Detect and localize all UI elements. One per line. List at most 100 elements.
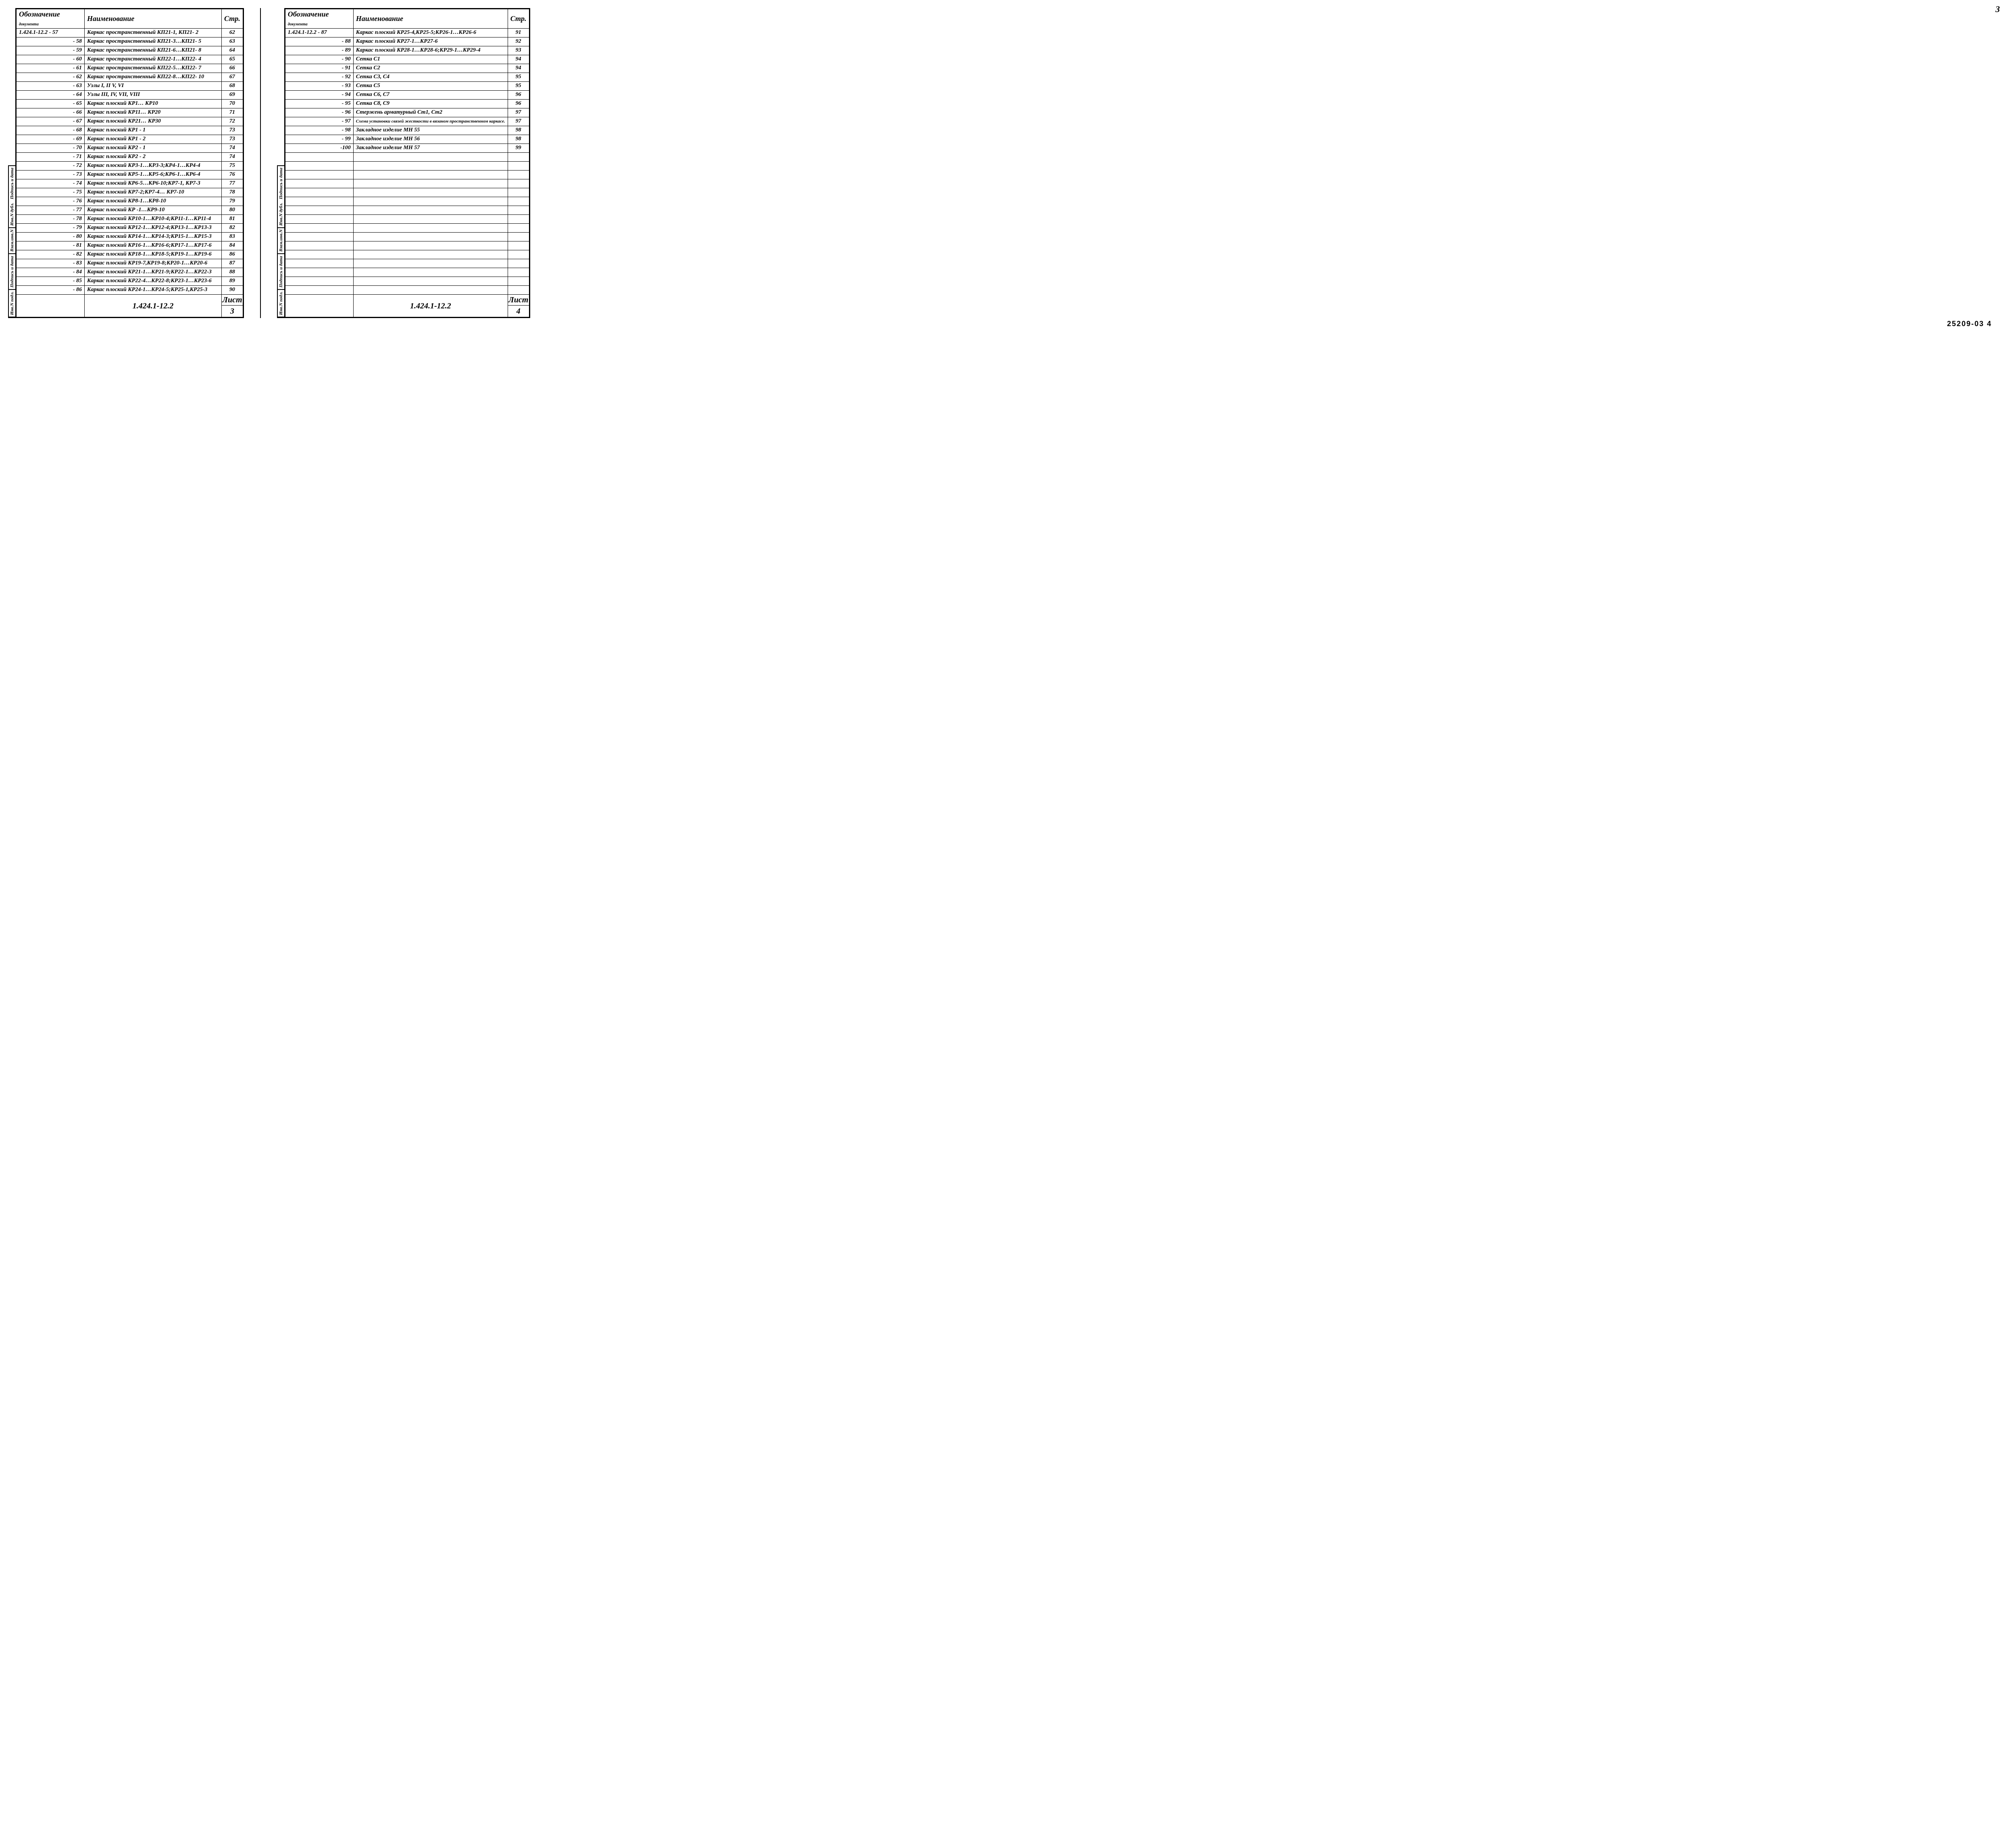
cell-page: 66 — [222, 64, 244, 73]
cell-designation: - 77 — [16, 206, 85, 215]
cell-name: Каркас плоский КР14-1…КР14-3;КР15-1…КР15… — [85, 233, 222, 241]
table-row-empty — [285, 233, 529, 241]
cell-designation: - 99 — [285, 135, 353, 144]
cell-designation: - 62 — [16, 73, 85, 82]
cell-page: 74 — [222, 144, 244, 153]
table-row-empty — [285, 215, 529, 224]
side-label: Инв.N подл. — [278, 290, 284, 317]
cell-designation: - 95 — [285, 100, 353, 108]
table-row: - 82Каркас плоский КР18-1…КР18-5;КР19-1…… — [16, 250, 244, 259]
table-row: - 72Каркас плоский КР3-1…КР3-3;КР4-1…КР4… — [16, 162, 244, 171]
cell-name: Закладное изделие МН 55 — [353, 126, 508, 135]
header-designation: Обозначение документа — [285, 9, 353, 29]
table-row: - 95Сетка С8, С996 — [285, 100, 529, 108]
cell-designation: - 90 — [285, 55, 353, 64]
table-row: - 86Каркас плоский КР24-1…КР24-5;КР25-1,… — [16, 286, 244, 295]
cell-name: Каркас плоский КР1 - 1 — [85, 126, 222, 135]
cell-name: Каркас плоский КР19-7,КР19-8;КР20-1…КР20… — [85, 259, 222, 268]
cell-name: Сетка С2 — [353, 64, 508, 73]
cell-name: Стержень арматурный Ст1, Ст2 — [353, 108, 508, 117]
cell-name: Каркас плоский КР8-1…КР8-10 — [85, 197, 222, 206]
cell-designation: - 70 — [16, 144, 85, 153]
cell-name: Каркас пространственный КП22-5…КП22- 7 — [85, 64, 222, 73]
table-row: - 61Каркас пространственный КП22-5…КП22-… — [16, 64, 244, 73]
cell-page: 67 — [222, 73, 244, 82]
cell-designation: - 71 — [16, 153, 85, 162]
cell-name: Каркас плоский КР1 - 2 — [85, 135, 222, 144]
table-row: - 65Каркас плоский КР1… КР1070 — [16, 100, 244, 108]
footer-blank — [285, 295, 353, 318]
table-row: - 63Узлы I, II V, VI68 — [16, 82, 244, 91]
side-label: Подпись и дата — [9, 254, 15, 290]
footer-blank — [16, 295, 85, 318]
cell-page: 84 — [222, 241, 244, 250]
table-row: - 94Сетка С6, С796 — [285, 91, 529, 100]
table-row: - 68Каркас плоский КР1 - 173 — [16, 126, 244, 135]
cell-page: 80 — [222, 206, 244, 215]
cell-name: Сетка С5 — [353, 82, 508, 91]
cell-page: 73 — [222, 135, 244, 144]
table-row: - 59Каркас пространственный КП21-6…КП21-… — [16, 46, 244, 55]
table-row-empty — [285, 153, 529, 162]
cell-page: 79 — [222, 197, 244, 206]
cell-name: Каркас плоский КР2 - 2 — [85, 153, 222, 162]
cell-page: 62 — [222, 29, 244, 37]
cell-name: Закладное изделие МН 56 — [353, 135, 508, 144]
table-row: - 67Каркас плоский КР21… КР3072 — [16, 117, 244, 126]
cell-name: Каркас пространственный КП22-8…КП22- 10 — [85, 73, 222, 82]
table-row-empty — [285, 162, 529, 171]
cell-designation: - 72 — [16, 162, 85, 171]
table-row-empty — [285, 277, 529, 286]
table-row-empty — [285, 188, 529, 197]
table-row: 1.424.1-12.2 - 57Каркас пространственный… — [16, 29, 244, 37]
cell-designation: - 64 — [16, 91, 85, 100]
table-row: - 90Сетка С194 — [285, 55, 529, 64]
cell-page: 82 — [222, 224, 244, 233]
table-row: - 75Каркас плоский КР7-2;КР7-4… КР7-1078 — [16, 188, 244, 197]
table-row: - 76Каркас плоский КР8-1…КР8-1079 — [16, 197, 244, 206]
side-label: Подпись и дата — [9, 166, 15, 201]
cell-page: 86 — [222, 250, 244, 259]
cell-page: 77 — [222, 179, 244, 188]
left-table: Обозначение документа Наименование Стр. … — [15, 8, 244, 318]
cell-designation: -100 — [285, 144, 353, 153]
cell-designation: 1.424.1-12.2 - 87 — [285, 29, 353, 37]
table-row: - 96Стержень арматурный Ст1, Ст297 — [285, 108, 529, 117]
header-name: Наименование — [353, 9, 508, 29]
side-label: Инв.N дубл. — [9, 201, 15, 228]
cell-name: Каркас плоский КР7-2;КР7-4… КР7-10 — [85, 188, 222, 197]
cell-page: 98 — [508, 135, 529, 144]
cell-designation: - 89 — [285, 46, 353, 55]
table-row: - 58Каркас пространственный КП21-3…КП21-… — [16, 37, 244, 46]
cell-name: Каркас пространственный КП21-3…КП21- 5 — [85, 37, 222, 46]
footer-title: 1.424.1-12.2 — [85, 295, 222, 318]
cell-designation: - 74 — [16, 179, 85, 188]
cell-name: Сетка С3, С4 — [353, 73, 508, 82]
cell-page: 91 — [508, 29, 529, 37]
cell-designation: - 88 — [285, 37, 353, 46]
cell-page: 99 — [508, 144, 529, 153]
cell-page: 94 — [508, 55, 529, 64]
table-row: - 60Каркас пространственный КП22-1…КП22-… — [16, 55, 244, 64]
table-row: - 98Закладное изделие МН 5598 — [285, 126, 529, 135]
cell-designation: - 98 — [285, 126, 353, 135]
cell-page: 92 — [508, 37, 529, 46]
cell-name: Каркас плоский КР5-1…КР5-6;КР6-1…КР6-4 — [85, 171, 222, 179]
cell-designation: - 81 — [16, 241, 85, 250]
table-row-empty — [285, 259, 529, 268]
cell-page: 90 — [222, 286, 244, 295]
cell-page: 64 — [222, 46, 244, 55]
side-label: Подпись и дата — [278, 254, 284, 290]
table-row-empty — [285, 171, 529, 179]
table-row: - 81Каркас плоский КР16-1…КР16-6;КР17-1…… — [16, 241, 244, 250]
cell-page: 71 — [222, 108, 244, 117]
cell-name: Каркас плоский КР21… КР30 — [85, 117, 222, 126]
cell-page: 72 — [222, 117, 244, 126]
table-row: - 78Каркас плоский КР10-1…КР10-4;КР11-1…… — [16, 215, 244, 224]
table-row: - 62Каркас пространственный КП22-8…КП22-… — [16, 73, 244, 82]
cell-designation: - 69 — [16, 135, 85, 144]
cell-name: Каркас плоский КР -1…КР9-10 — [85, 206, 222, 215]
cell-page: 68 — [222, 82, 244, 91]
table-row: - 69Каркас плоский КР1 - 273 — [16, 135, 244, 144]
cell-designation: - 96 — [285, 108, 353, 117]
